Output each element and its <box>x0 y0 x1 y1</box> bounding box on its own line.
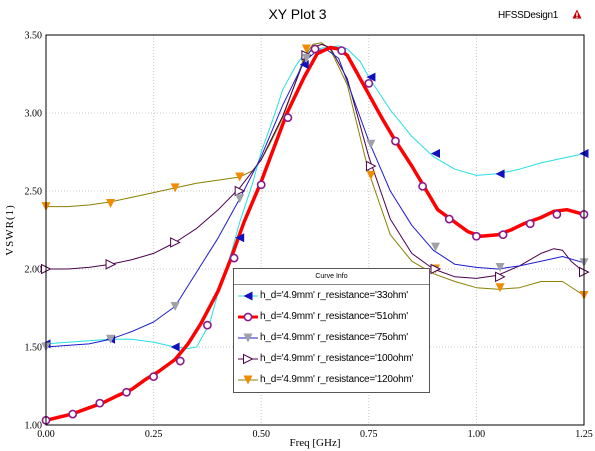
legend-swatch <box>238 312 258 322</box>
legend-swatch <box>238 333 258 343</box>
y-tick-label: 3.50 <box>25 31 43 42</box>
series-marker-4 <box>106 198 116 208</box>
y-tick-label: 1.00 <box>25 421 43 432</box>
series-marker-2 <box>170 301 180 311</box>
legend[interactable]: Curve Info h_d='4.9mm' r_resistance='33o… <box>233 268 430 393</box>
series-marker-4 <box>366 170 376 180</box>
legend-entry[interactable]: h_d='4.9mm' r_resistance='33ohm' <box>234 286 429 306</box>
legend-label: h_d='4.9mm' r_resistance='120ohm' <box>260 374 414 385</box>
legend-label: h_d='4.9mm' r_resistance='51ohm' <box>260 311 408 322</box>
series-marker-2 <box>366 139 376 149</box>
series-marker-0 <box>235 233 245 243</box>
series-marker-2 <box>431 242 441 252</box>
series-marker-1 <box>498 230 508 240</box>
legend-swatch <box>238 353 258 365</box>
series-marker-1 <box>175 356 185 366</box>
series-marker-1 <box>471 231 481 241</box>
series-marker-1 <box>122 387 131 397</box>
warning-triangle-icon <box>572 9 582 19</box>
x-tick-label: 0.25 <box>145 429 163 440</box>
series-marker-0 <box>431 149 441 159</box>
x-tick-label: 0.00 <box>37 429 55 440</box>
series-marker-0 <box>366 72 376 82</box>
legend-swatch <box>238 291 258 301</box>
tick-labels: 0.00 0.25 0.50 0.75 1.00 1.25 1.00 1.50 2.00 2.50… <box>25 31 593 441</box>
series-marker-3 <box>365 160 377 172</box>
y-tick-label: 3.00 <box>25 109 43 120</box>
legend-entry[interactable]: h_d='4.9mm' r_resistance='75ohm' <box>234 328 429 348</box>
legend-entry[interactable]: h_d='4.9mm' r_resistance='100ohm' <box>234 349 429 369</box>
series-marker-3 <box>495 271 506 283</box>
series-marker-1 <box>391 136 400 146</box>
series-marker-3 <box>105 259 117 270</box>
series-line-0 <box>45 45 585 350</box>
x-axis-label: Freq [GHz] <box>289 437 340 449</box>
x-tick-label: 1.25 <box>575 429 593 440</box>
y-tick-label: 1.50 <box>25 343 43 354</box>
legend-title: Curve Info <box>234 269 429 285</box>
series-line-4 <box>45 42 585 296</box>
series-marker-1 <box>418 181 427 191</box>
x-tick-label: 1.00 <box>468 429 486 440</box>
series-marker-2 <box>106 334 116 344</box>
series-marker-1 <box>337 46 347 55</box>
series-marker-2 <box>301 53 311 63</box>
series-marker-1 <box>256 180 266 190</box>
series-marker-1 <box>552 209 562 219</box>
series-marker-2 <box>235 194 245 204</box>
series-marker-4 <box>170 183 180 193</box>
series-marker-0 <box>495 169 505 179</box>
series-marker-0 <box>170 342 180 352</box>
series-marker-1 <box>229 253 239 263</box>
plot-title: XY Plot 3 <box>268 6 327 22</box>
series-marker-1 <box>149 372 158 382</box>
series-lines <box>44 42 586 423</box>
legend-marker <box>243 353 254 365</box>
legend-label: h_d='4.9mm' r_resistance='100ohm' <box>260 353 414 364</box>
series-marker-1 <box>525 219 535 229</box>
y-axis-label: VSWR(1) <box>4 204 16 256</box>
series-marker-1 <box>444 214 454 224</box>
series-line-1 <box>44 45 586 423</box>
legend-swatch <box>238 375 258 385</box>
x-tick-label: 0.50 <box>252 429 270 440</box>
series-marker-1 <box>283 113 293 123</box>
legend-marker <box>243 291 253 301</box>
legend-label: h_d='4.9mm' r_resistance='75ohm' <box>260 332 408 343</box>
legend-marker <box>243 375 253 385</box>
series-marker-1 <box>202 320 212 330</box>
legend-marker <box>243 312 253 322</box>
legend-entry[interactable]: h_d='4.9mm' r_resistance='51ohm' <box>234 307 429 327</box>
series-marker-4 <box>495 283 505 293</box>
series-marker-1 <box>68 409 78 419</box>
series-line-3 <box>45 43 585 279</box>
series-marker-3 <box>234 185 246 197</box>
y-tick-label: 2.50 <box>25 187 43 198</box>
series-marker-1 <box>310 44 320 54</box>
series-marker-3 <box>430 263 442 275</box>
series-marker-1 <box>95 398 105 408</box>
design-name: HFSSDesign1 <box>498 10 559 21</box>
series-marker-1 <box>364 78 374 88</box>
legend-entry[interactable]: h_d='4.9mm' r_resistance='120ohm' <box>234 370 429 390</box>
legend-marker <box>243 333 253 343</box>
series-marker-4 <box>301 44 311 54</box>
x-tick-label: 0.75 <box>360 429 378 440</box>
plot-frame <box>45 34 585 426</box>
series-marker-2 <box>495 262 505 272</box>
series-marker-3 <box>170 237 181 248</box>
legend-label: h_d='4.9mm' r_resistance='33ohm' <box>260 290 408 301</box>
y-tick-label: 2.00 <box>25 265 43 276</box>
series-marker-4 <box>235 172 245 182</box>
